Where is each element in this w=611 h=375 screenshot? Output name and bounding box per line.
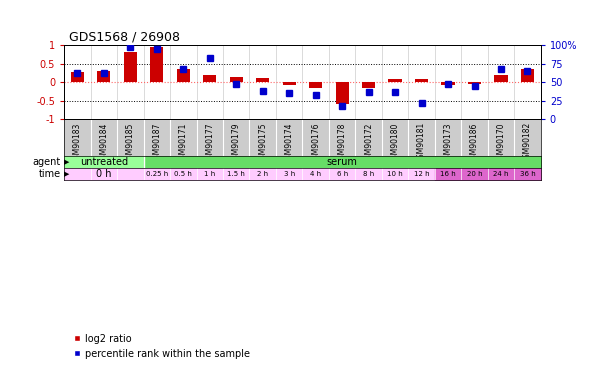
- Bar: [309, 82, 323, 88]
- Text: GSM90178: GSM90178: [338, 122, 346, 164]
- Text: time: time: [39, 169, 61, 179]
- Text: 6 h: 6 h: [337, 171, 348, 177]
- Text: GSM90175: GSM90175: [258, 122, 267, 164]
- Text: 1 h: 1 h: [204, 171, 216, 177]
- Bar: [71, 72, 84, 82]
- Text: 1.5 h: 1.5 h: [227, 171, 245, 177]
- Text: ▶: ▶: [64, 159, 69, 165]
- Text: GSM90187: GSM90187: [152, 122, 161, 164]
- Text: GSM90180: GSM90180: [390, 122, 400, 164]
- Legend: log2 ratio, percentile rank within the sample: log2 ratio, percentile rank within the s…: [69, 330, 254, 363]
- Bar: [335, 82, 349, 104]
- Text: 24 h: 24 h: [493, 171, 509, 177]
- Bar: [177, 69, 190, 82]
- Text: GSM90183: GSM90183: [73, 122, 82, 164]
- Text: GSM90186: GSM90186: [470, 122, 479, 164]
- Text: serum: serum: [327, 157, 357, 167]
- Text: 16 h: 16 h: [440, 171, 456, 177]
- Bar: [389, 80, 402, 82]
- Text: 3 h: 3 h: [284, 171, 295, 177]
- Bar: [230, 76, 243, 82]
- Bar: [97, 71, 111, 82]
- Text: GSM90170: GSM90170: [497, 122, 505, 164]
- Bar: [282, 82, 296, 85]
- Text: GSM90179: GSM90179: [232, 122, 241, 164]
- Bar: [494, 75, 508, 82]
- Bar: [468, 82, 481, 84]
- Bar: [123, 52, 137, 82]
- Bar: [415, 80, 428, 82]
- Bar: [362, 82, 375, 88]
- Text: 0 h: 0 h: [96, 169, 112, 179]
- Text: GSM90177: GSM90177: [205, 122, 214, 164]
- Text: GSM90172: GSM90172: [364, 122, 373, 164]
- Text: GSM90181: GSM90181: [417, 122, 426, 164]
- Text: GSM90184: GSM90184: [100, 122, 108, 164]
- Bar: [256, 78, 269, 82]
- Bar: [441, 82, 455, 85]
- Text: 0.5 h: 0.5 h: [174, 171, 192, 177]
- Text: GSM90176: GSM90176: [311, 122, 320, 164]
- Text: GSM90173: GSM90173: [444, 122, 453, 164]
- Text: ▶: ▶: [64, 171, 69, 177]
- Text: 8 h: 8 h: [363, 171, 375, 177]
- Bar: [521, 69, 534, 82]
- Text: GSM90185: GSM90185: [126, 122, 135, 164]
- Text: 10 h: 10 h: [387, 171, 403, 177]
- Text: 4 h: 4 h: [310, 171, 321, 177]
- Text: 2 h: 2 h: [257, 171, 268, 177]
- Bar: [203, 75, 216, 82]
- Text: agent: agent: [33, 157, 61, 167]
- Bar: [150, 47, 164, 82]
- Text: 36 h: 36 h: [519, 171, 535, 177]
- Text: untreated: untreated: [80, 157, 128, 167]
- Text: 0.25 h: 0.25 h: [145, 171, 168, 177]
- Text: GSM90182: GSM90182: [523, 122, 532, 164]
- Text: GSM90171: GSM90171: [179, 122, 188, 164]
- Text: GSM90174: GSM90174: [285, 122, 294, 164]
- Text: GDS1568 / 26908: GDS1568 / 26908: [69, 31, 180, 44]
- Text: 12 h: 12 h: [414, 171, 430, 177]
- Text: 20 h: 20 h: [467, 171, 482, 177]
